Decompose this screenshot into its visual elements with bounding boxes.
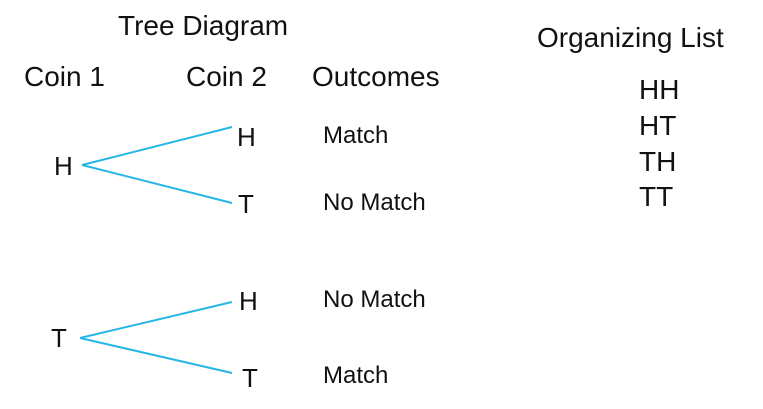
coin2-lower-top-leaf: H (239, 286, 258, 316)
coin2-lower-bottom-leaf: T (242, 363, 258, 393)
coin1-upper-root: H (54, 151, 73, 181)
organizing-list-item: HH (639, 74, 680, 105)
tree-diagram-title: Tree Diagram (118, 10, 289, 41)
coin2-upper-bottom-leaf: T (238, 189, 254, 219)
outcome-upper-top: Match (323, 122, 389, 149)
outcome-lower-top: No Match (323, 286, 426, 313)
branch-upper-h-to-t (81, 164, 233, 204)
organizing-list-item: HT (639, 110, 677, 141)
outcome-upper-bottom: No Match (323, 189, 426, 216)
coin-1-header: Coin 1 (24, 61, 105, 92)
coin1-lower-root: T (51, 323, 67, 353)
branch-upper-h-to-h (81, 126, 233, 166)
organizing-list-item: TT (639, 181, 674, 212)
branch-lower-t-to-t (79, 337, 233, 374)
coin2-upper-top-leaf: H (237, 122, 256, 152)
organizing-list-title: Organizing List (537, 22, 724, 53)
branch-lower-t-to-h (79, 301, 233, 339)
outcome-lower-bottom: Match (323, 362, 389, 389)
outcomes-header: Outcomes (312, 61, 440, 92)
organizing-list-item: TH (639, 146, 677, 177)
coin-2-header: Coin 2 (186, 61, 267, 92)
